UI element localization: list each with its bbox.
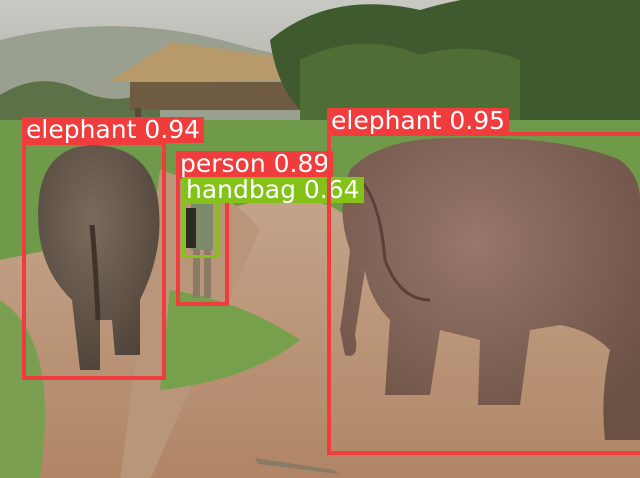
label-elephant-left: elephant 0.94: [22, 115, 205, 144]
hut-deck: [130, 82, 310, 110]
label-elephant-right: elephant 0.95: [327, 106, 510, 135]
label-score: 0.64: [303, 175, 360, 204]
hut-roof: [108, 42, 320, 82]
right-elephant: [340, 137, 640, 440]
label-handbag: handbag 0.64: [182, 177, 364, 203]
label-person: person 0.89: [176, 149, 334, 178]
label-class: handbag: [186, 175, 296, 204]
left-elephant: [38, 145, 160, 370]
label-class: person: [180, 149, 266, 178]
bbox-elephant-right: [327, 132, 640, 455]
label-score: 0.95: [449, 106, 506, 135]
person-figure: [191, 202, 213, 250]
bbox-elephant-left: [22, 141, 166, 380]
bbox-handbag: [182, 201, 219, 258]
label-class: elephant: [331, 106, 442, 135]
label-class: elephant: [26, 115, 137, 144]
label-score: 0.94: [144, 115, 201, 144]
label-score: 0.89: [273, 149, 330, 178]
